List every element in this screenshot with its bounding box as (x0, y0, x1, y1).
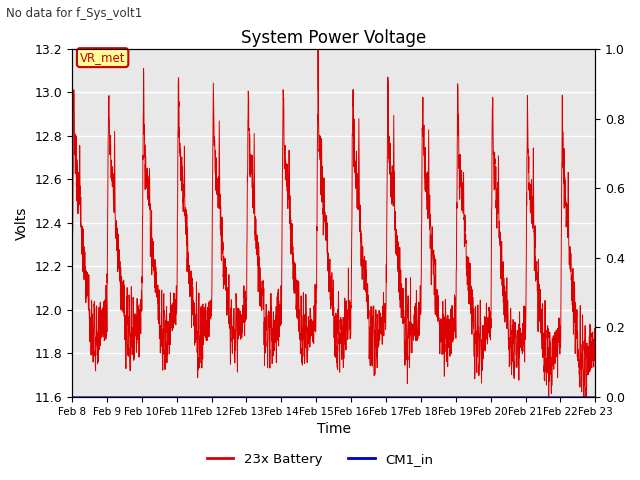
Text: VR_met: VR_met (80, 51, 125, 64)
Title: System Power Voltage: System Power Voltage (241, 29, 426, 48)
Y-axis label: Volts: Volts (15, 206, 29, 240)
Text: No data for f_Sys_volt1: No data for f_Sys_volt1 (6, 7, 143, 20)
Legend: 23x Battery, CM1_in: 23x Battery, CM1_in (202, 447, 438, 471)
X-axis label: Time: Time (317, 422, 351, 436)
